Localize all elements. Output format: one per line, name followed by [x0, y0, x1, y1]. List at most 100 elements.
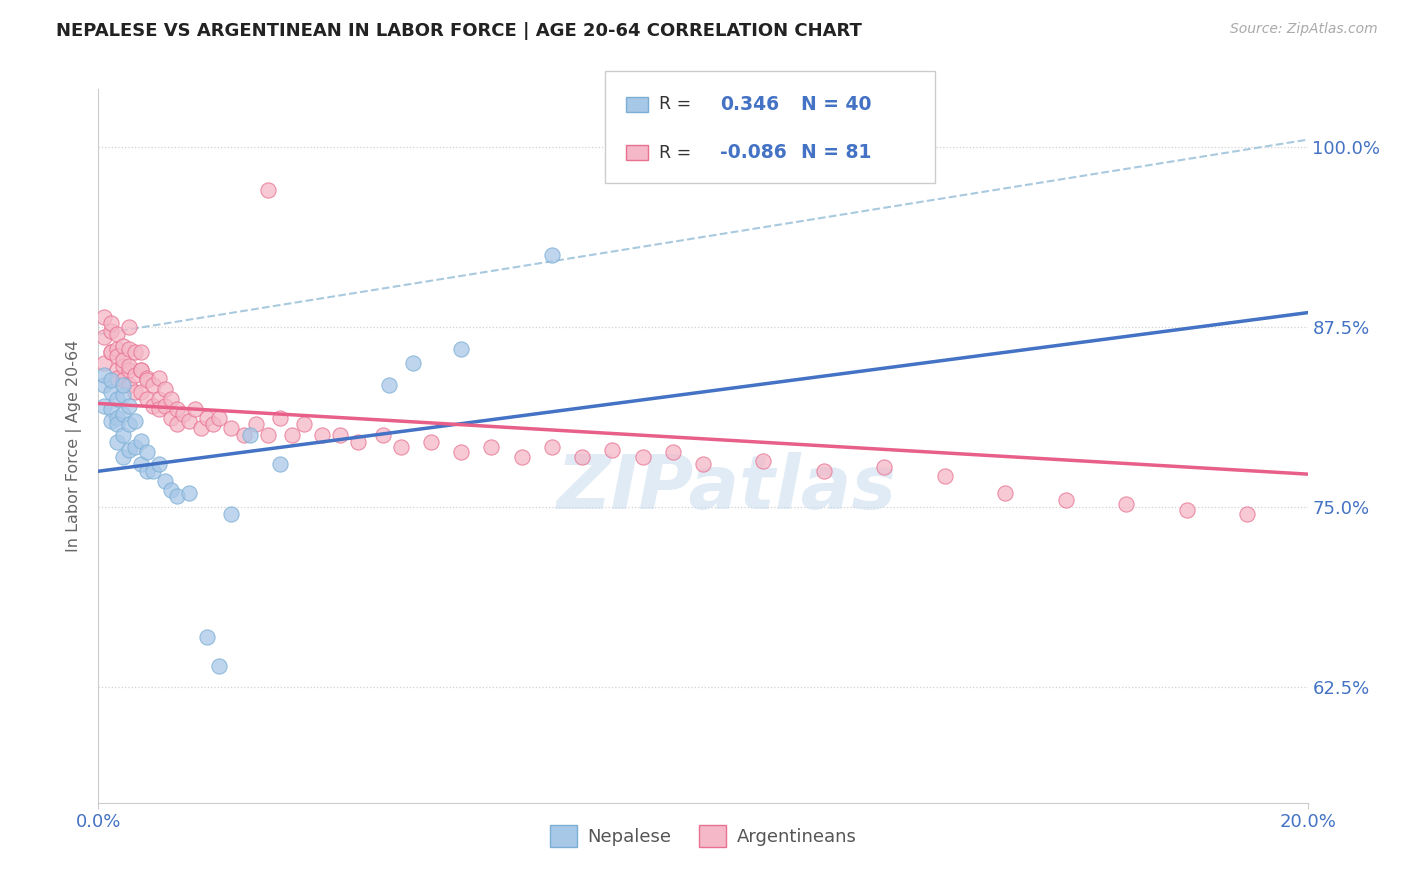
- Point: [256, 428, 278, 442]
- Point: [190, 421, 212, 435]
- Point: [93, 400, 115, 414]
- Point: [631, 450, 654, 464]
- Point: [245, 417, 267, 431]
- Point: [124, 384, 146, 399]
- Point: [111, 407, 134, 421]
- Point: [269, 457, 291, 471]
- Point: [752, 454, 775, 468]
- Point: [135, 373, 157, 387]
- Point: [602, 442, 624, 457]
- Point: [142, 464, 165, 478]
- Point: [124, 368, 146, 382]
- Point: [481, 440, 503, 454]
- Point: [202, 417, 225, 431]
- Point: [184, 402, 207, 417]
- Point: [135, 392, 157, 406]
- Point: [93, 377, 115, 392]
- Point: [347, 435, 370, 450]
- Point: [93, 310, 115, 324]
- Point: [371, 428, 394, 442]
- Point: [124, 440, 146, 454]
- Point: [118, 359, 141, 373]
- Point: [129, 363, 152, 377]
- Point: [179, 486, 201, 500]
- Point: [1115, 497, 1137, 511]
- Point: [692, 457, 714, 471]
- Point: [135, 370, 157, 384]
- Point: [118, 442, 141, 457]
- Point: [124, 414, 146, 428]
- Point: [269, 410, 291, 425]
- Point: [129, 384, 152, 399]
- Point: [105, 435, 128, 450]
- Point: [256, 183, 278, 197]
- Text: ZIPatlas: ZIPatlas: [557, 452, 897, 525]
- Point: [111, 377, 134, 392]
- Text: N = 81: N = 81: [801, 143, 872, 162]
- Point: [111, 353, 134, 368]
- Point: [111, 359, 134, 373]
- Point: [389, 440, 412, 454]
- Point: [540, 248, 562, 262]
- Point: [118, 377, 141, 392]
- Point: [232, 428, 254, 442]
- Legend: Nepalese, Argentineans: Nepalese, Argentineans: [543, 818, 863, 855]
- Point: [105, 370, 128, 384]
- Point: [105, 417, 128, 431]
- Point: [873, 459, 896, 474]
- Point: [1175, 503, 1198, 517]
- Point: [100, 414, 122, 428]
- Point: [100, 402, 122, 417]
- Point: [111, 373, 134, 387]
- Point: [118, 363, 141, 377]
- Point: [148, 370, 170, 384]
- Point: [208, 410, 231, 425]
- Point: [160, 483, 183, 497]
- Point: [100, 316, 122, 330]
- Point: [377, 377, 399, 392]
- Point: [118, 400, 141, 414]
- Point: [450, 342, 472, 356]
- Point: [129, 457, 152, 471]
- Point: [329, 428, 352, 442]
- Point: [100, 384, 122, 399]
- Point: [105, 392, 128, 406]
- Point: [105, 363, 128, 377]
- Point: [402, 356, 425, 370]
- Point: [111, 428, 134, 442]
- Point: [129, 344, 152, 359]
- Point: [129, 363, 152, 377]
- Point: [153, 400, 176, 414]
- Point: [153, 382, 176, 396]
- Point: [135, 464, 157, 478]
- Point: [195, 410, 218, 425]
- Point: [148, 402, 170, 417]
- Point: [571, 450, 593, 464]
- Point: [1054, 493, 1077, 508]
- Point: [420, 435, 443, 450]
- Point: [93, 368, 115, 382]
- Point: [208, 658, 231, 673]
- Point: [450, 445, 472, 459]
- Point: [129, 434, 152, 448]
- Point: [93, 356, 115, 370]
- Point: [172, 407, 194, 421]
- Point: [142, 377, 165, 392]
- Point: [994, 486, 1017, 500]
- Point: [100, 344, 122, 359]
- Point: [195, 630, 218, 644]
- Point: [118, 417, 141, 431]
- Point: [292, 417, 315, 431]
- Point: [166, 417, 188, 431]
- Point: [239, 428, 262, 442]
- Point: [100, 373, 122, 387]
- Point: [510, 450, 533, 464]
- Y-axis label: In Labor Force | Age 20-64: In Labor Force | Age 20-64: [66, 340, 83, 552]
- Point: [142, 400, 165, 414]
- Text: NEPALESE VS ARGENTINEAN IN LABOR FORCE | AGE 20-64 CORRELATION CHART: NEPALESE VS ARGENTINEAN IN LABOR FORCE |…: [56, 22, 862, 40]
- Point: [105, 342, 128, 356]
- Text: R =: R =: [659, 144, 692, 161]
- Point: [160, 392, 183, 406]
- Point: [153, 475, 176, 489]
- Point: [221, 421, 243, 435]
